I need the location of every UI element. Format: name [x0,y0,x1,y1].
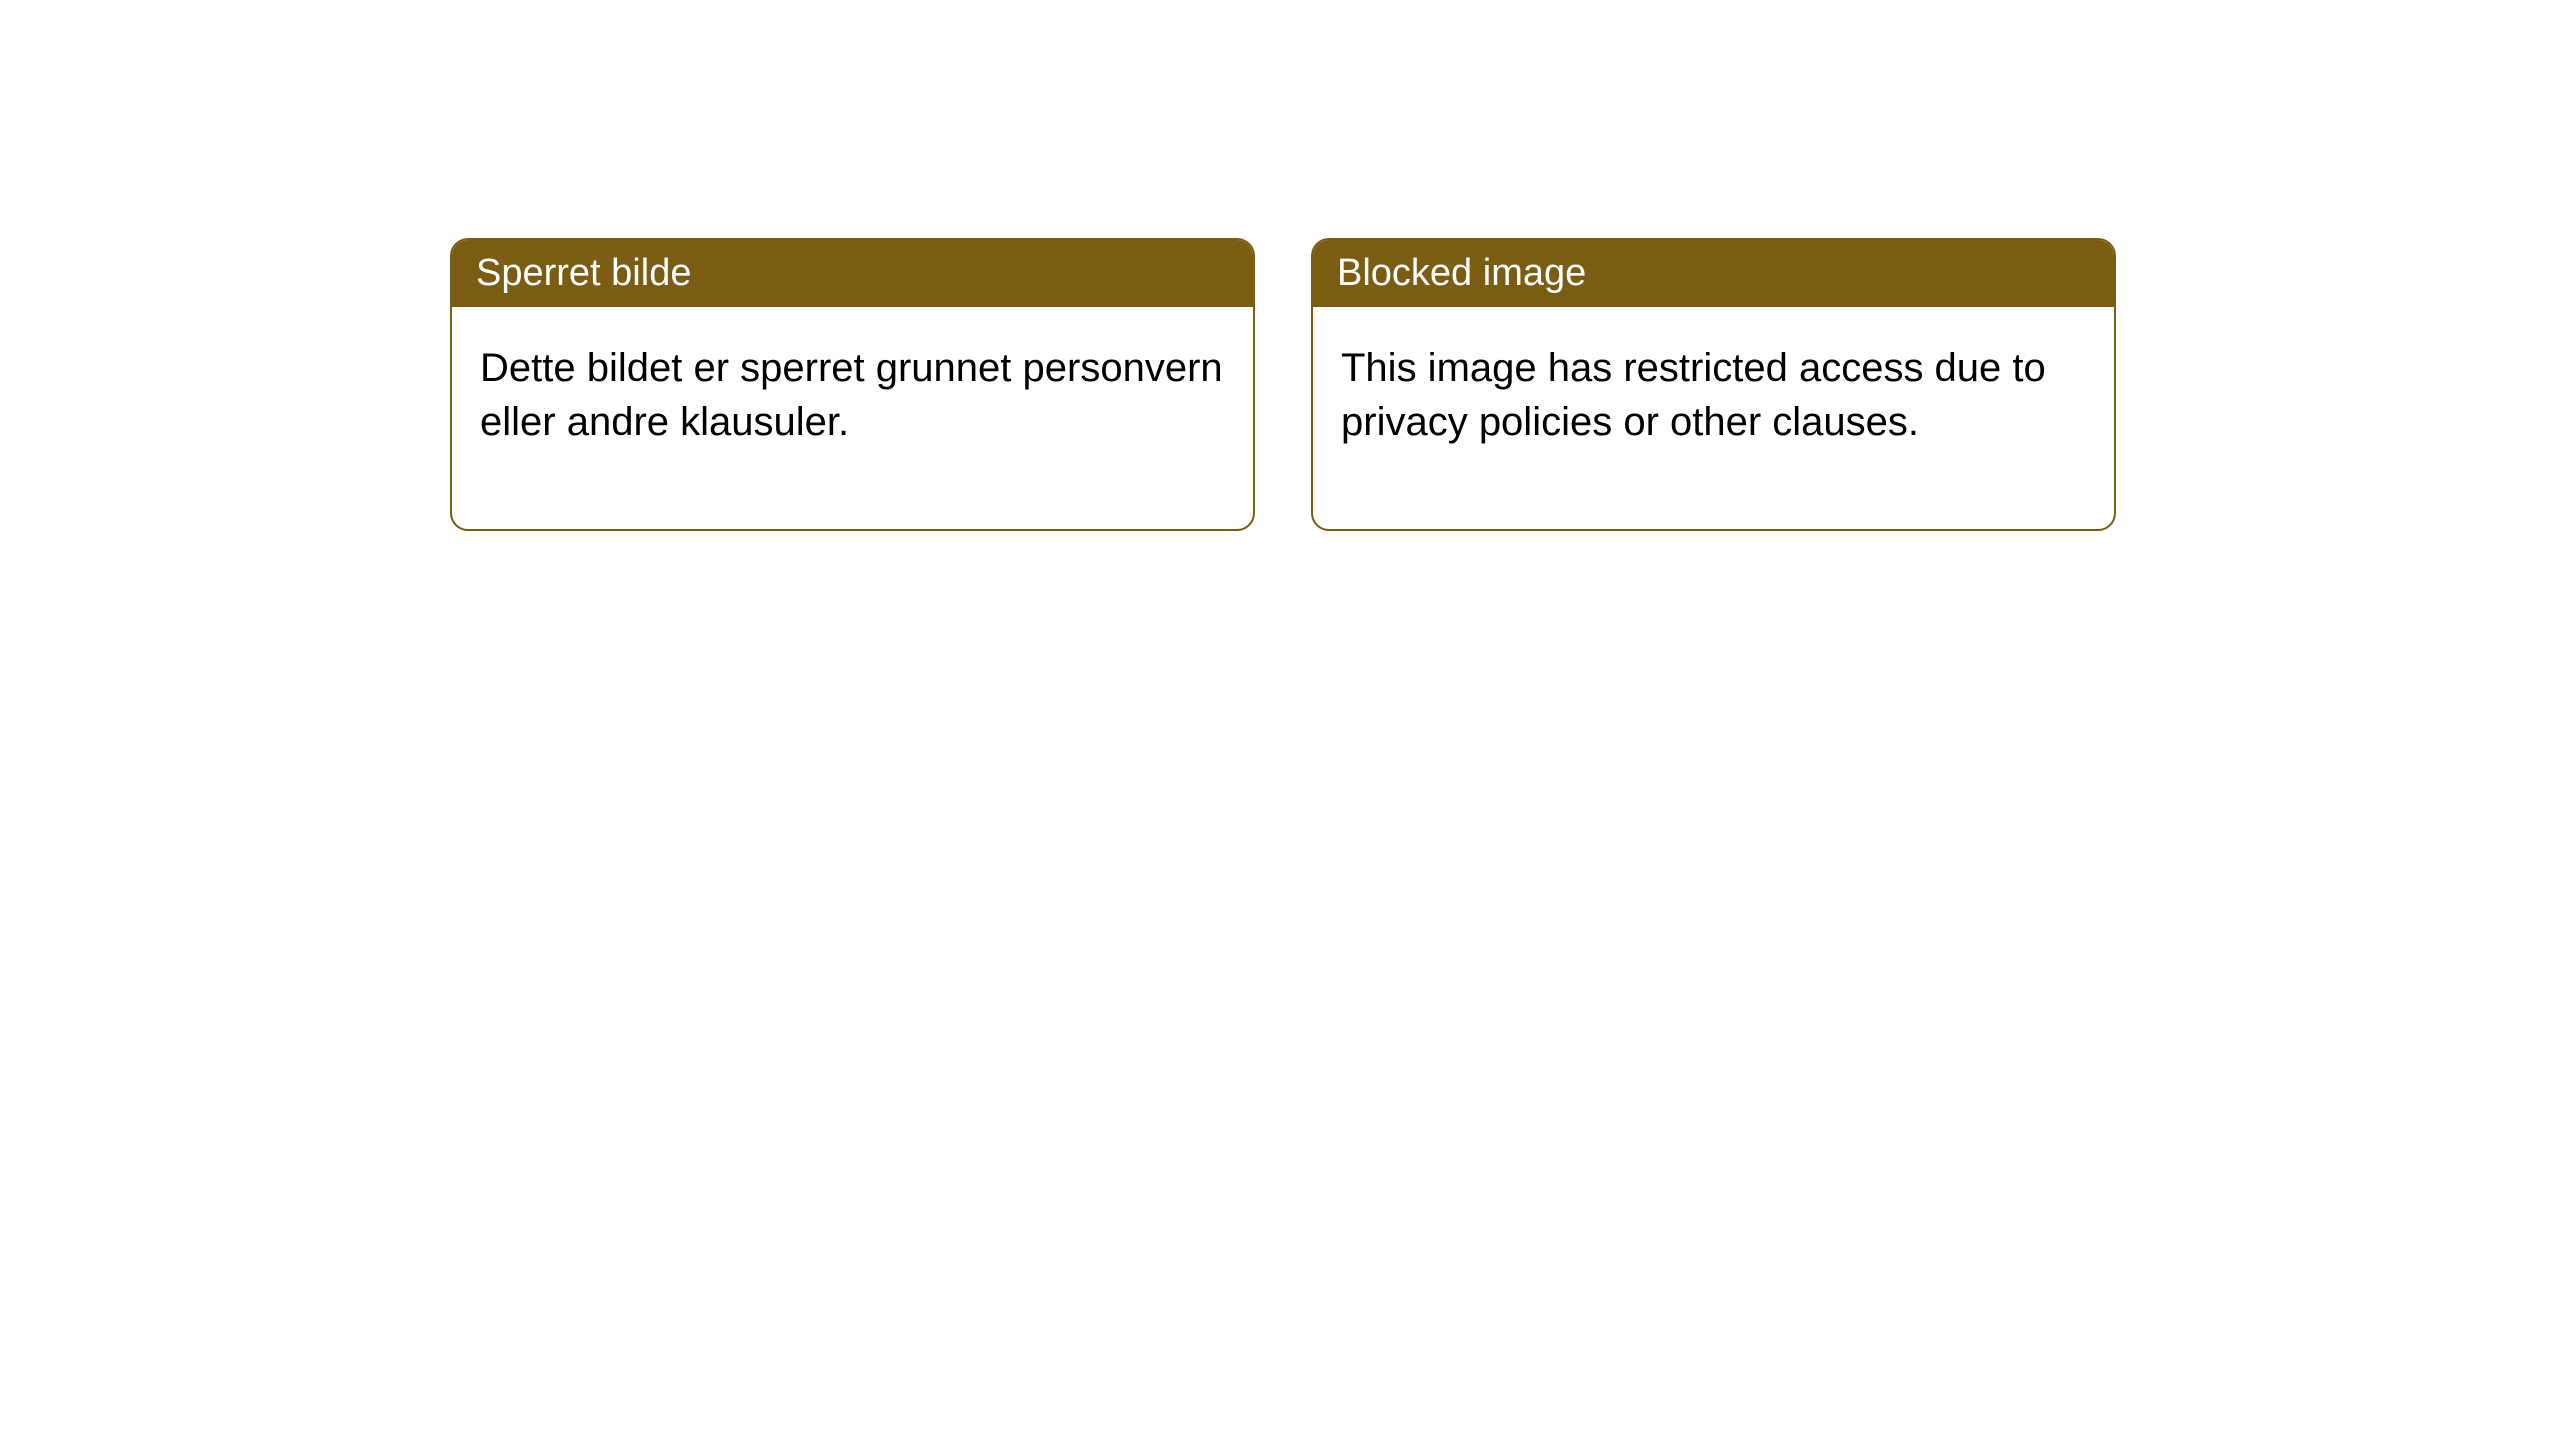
card-body-english: This image has restricted access due to … [1313,307,2114,529]
blocked-image-notices: Sperret bilde Dette bildet er sperret gr… [450,238,2560,531]
card-text-english: This image has restricted access due to … [1341,346,2046,444]
card-text-norwegian: Dette bildet er sperret grunnet personve… [480,346,1223,444]
card-header-norwegian: Sperret bilde [452,240,1253,307]
card-header-english: Blocked image [1313,240,2114,307]
notice-card-norwegian: Sperret bilde Dette bildet er sperret gr… [450,238,1255,531]
card-body-norwegian: Dette bildet er sperret grunnet personve… [452,307,1253,529]
notice-card-english: Blocked image This image has restricted … [1311,238,2116,531]
card-title-norwegian: Sperret bilde [476,252,691,294]
card-title-english: Blocked image [1337,252,1586,294]
